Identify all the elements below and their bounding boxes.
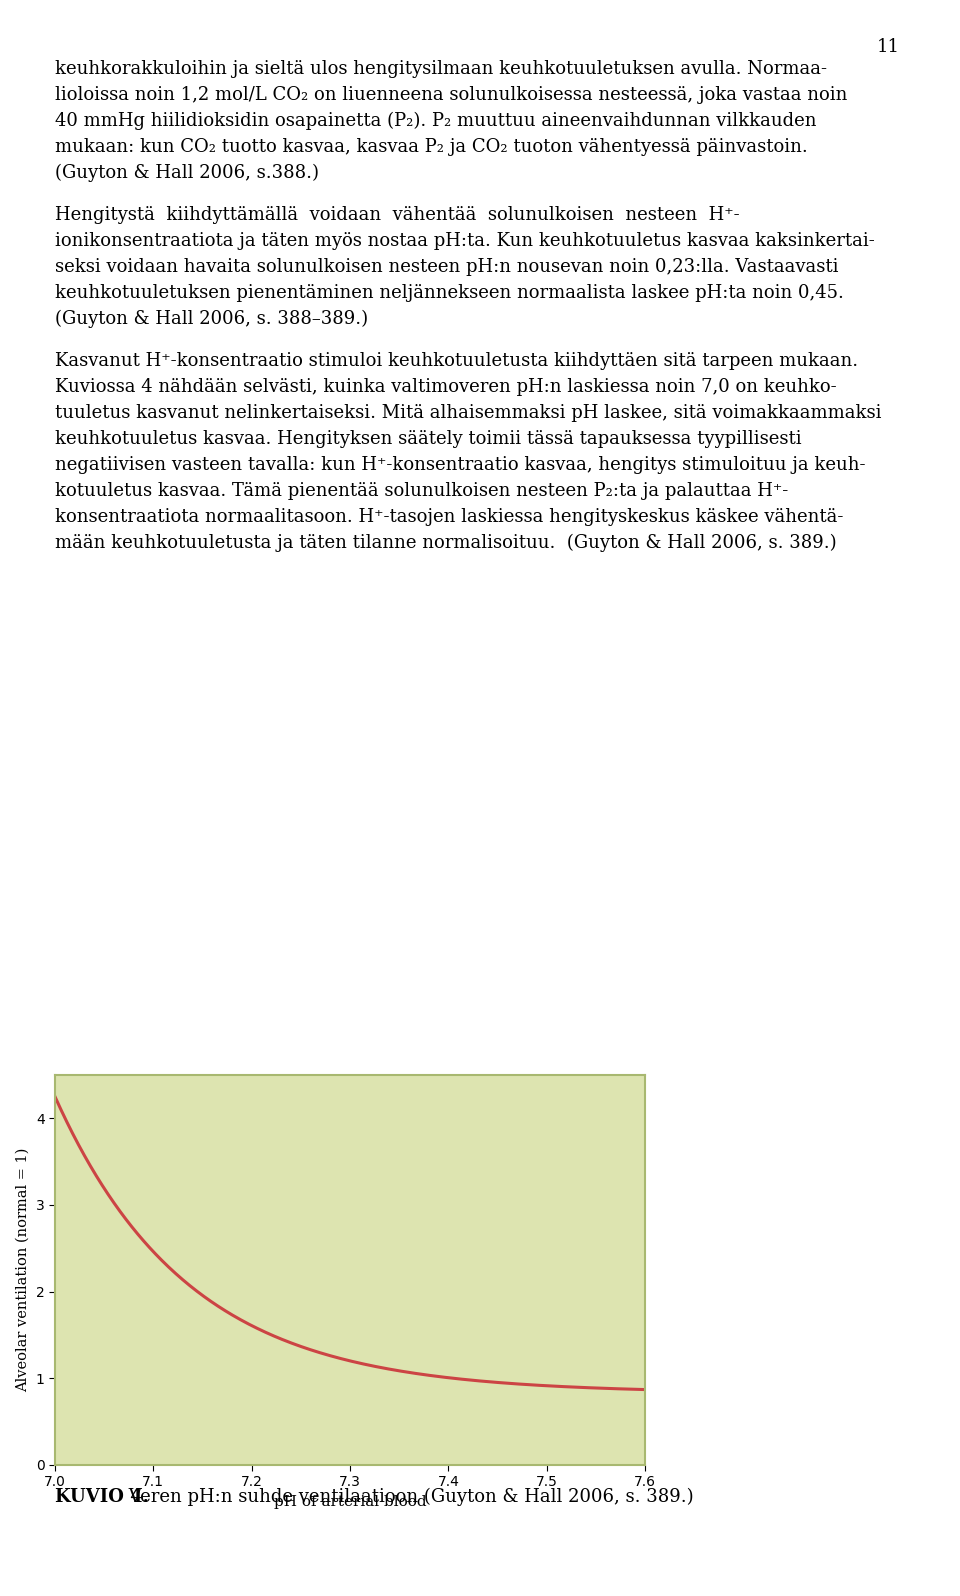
Y-axis label: Alveolar ventilation (normal = 1): Alveolar ventilation (normal = 1) — [16, 1148, 30, 1392]
Text: (Guyton & Hall 2006, s. 388–389.): (Guyton & Hall 2006, s. 388–389.) — [55, 310, 368, 329]
Text: kotuuletus kasvaa. Tämä pienentää solunulkoisen nesteen P₂:ta ja palauttaa H⁺-: kotuuletus kasvaa. Tämä pienentää solunu… — [55, 482, 788, 500]
Text: 40 mmHg hiilidioksidin osapainetta (P₂). P₂ muuttuu aineenvaihdunnan vilkkauden: 40 mmHg hiilidioksidin osapainetta (P₂).… — [55, 112, 817, 131]
Text: keuhkorakkuloihin ja sieltä ulos hengitysilmaan keuhkotuuletuksen avulla. Normaa: keuhkorakkuloihin ja sieltä ulos hengity… — [55, 61, 827, 78]
X-axis label: pH of arterial blood: pH of arterial blood — [274, 1495, 426, 1508]
Text: negatiivisen vasteen tavalla: kun H⁺-konsentraatio kasvaa, hengitys stimuloituu : negatiivisen vasteen tavalla: kun H⁺-kon… — [55, 456, 866, 474]
Text: Hengitystä  kiihdyttämällä  voidaan  vähentää  solunulkoisen  nesteen  H⁺-: Hengitystä kiihdyttämällä voidaan vähent… — [55, 206, 739, 223]
Text: keuhkotuuletuksen pienentäminen neljännekseen normaalista laskee pH:ta noin 0,45: keuhkotuuletuksen pienentäminen neljänne… — [55, 284, 844, 302]
Text: (Guyton & Hall 2006, s.388.): (Guyton & Hall 2006, s.388.) — [55, 164, 319, 182]
Text: tuuletus kasvanut nelinkertaiseksi. Mitä alhaisemmaksi pH laskee, sitä voimakkaa: tuuletus kasvanut nelinkertaiseksi. Mitä… — [55, 404, 881, 421]
Text: lioloissa noin 1,2 mol/L CO₂ on liuenneena solunulkoisessa nesteessä, joka vasta: lioloissa noin 1,2 mol/L CO₂ on liuennee… — [55, 86, 848, 104]
Text: Veren pH:n suhde ventilaatioon (Guyton & Hall 2006, s. 389.): Veren pH:n suhde ventilaatioon (Guyton &… — [123, 1487, 694, 1507]
Text: seksi voidaan havaita solunulkoisen nesteen pH:n nousevan noin 0,23:lla. Vastaav: seksi voidaan havaita solunulkoisen nest… — [55, 259, 838, 276]
Text: mään keuhkotuuletusta ja täten tilanne normalisoituu.  (Guyton & Hall 2006, s. 3: mään keuhkotuuletusta ja täten tilanne n… — [55, 535, 836, 552]
Text: Kuviossa 4 nähdään selvästi, kuinka valtimoveren pH:n laskiessa noin 7,0 on keuh: Kuviossa 4 nähdään selvästi, kuinka valt… — [55, 378, 836, 396]
Text: KUVIO 4.: KUVIO 4. — [55, 1487, 149, 1507]
Text: ionikonsentraatiota ja täten myös nostaa pH:ta. Kun keuhkotuuletus kasvaa kaksin: ionikonsentraatiota ja täten myös nostaa… — [55, 231, 875, 251]
Text: keuhkotuuletus kasvaa. Hengityksen säätely toimii tässä tapauksessa tyypillisest: keuhkotuuletus kasvaa. Hengityksen sääte… — [55, 429, 802, 448]
Text: mukaan: kun CO₂ tuotto kasvaa, kasvaa P₂ ja CO₂ tuoton vähentyessä päinvastoin.: mukaan: kun CO₂ tuotto kasvaa, kasvaa P₂… — [55, 137, 807, 156]
Text: 11: 11 — [877, 38, 900, 56]
Text: konsentraatiota normaalitasoon. H⁺-tasojen laskiessa hengityskeskus käskee vähen: konsentraatiota normaalitasoon. H⁺-tasoj… — [55, 508, 844, 527]
Text: Kasvanut H⁺-konsentraatio stimuloi keuhkotuuletusta kiihdyttäen sitä tarpeen muk: Kasvanut H⁺-konsentraatio stimuloi keuhk… — [55, 353, 858, 370]
